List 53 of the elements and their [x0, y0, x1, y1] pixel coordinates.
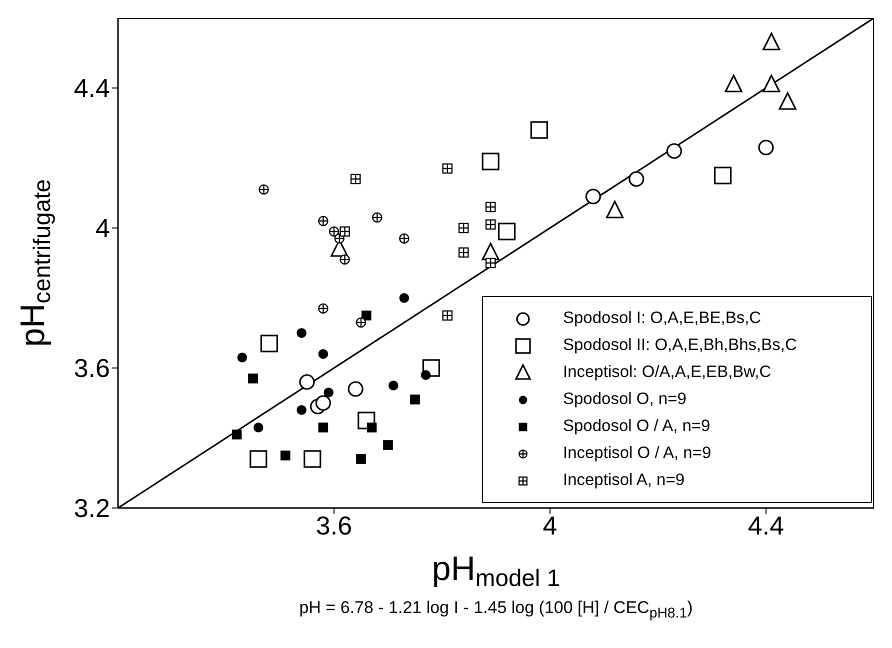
point	[482, 152, 500, 170]
legend-label: Spodosol II: O,A,E,Bh,Bhs,Bs,C	[563, 336, 797, 355]
point	[606, 200, 624, 218]
point	[280, 450, 290, 460]
point	[250, 450, 268, 468]
point	[296, 405, 306, 415]
point	[260, 334, 278, 352]
point	[315, 395, 331, 411]
x-tick-label: 3.6	[316, 510, 352, 540]
point	[388, 380, 398, 390]
point	[383, 440, 393, 450]
point	[628, 171, 644, 187]
point	[299, 374, 315, 390]
text: pH = 6.78 - 1.21 log I - 1.45 log (100 [H] / CEC$_{pH8.1}$)	[298, 598, 694, 622]
point	[530, 121, 548, 139]
legend-label: Inceptisol: O/A,A,E,EB,Bw,C	[563, 363, 772, 382]
point	[714, 166, 732, 184]
point	[410, 394, 420, 404]
point	[399, 293, 410, 303]
point	[724, 74, 742, 92]
point	[237, 352, 248, 362]
point	[498, 222, 516, 240]
point	[304, 450, 322, 468]
legend-label: Inceptisol A, n=9	[563, 471, 685, 490]
legend-label: Spodosol O / A, n=9	[563, 417, 710, 436]
y-tick-label: 4	[96, 213, 110, 244]
point	[296, 328, 306, 338]
point	[248, 374, 258, 384]
legend-label: Spodosol O, n=9	[563, 390, 686, 409]
point	[666, 143, 682, 159]
point	[324, 388, 334, 398]
point	[348, 381, 364, 397]
point	[762, 74, 780, 92]
point	[356, 454, 366, 464]
point	[318, 349, 328, 359]
point	[778, 92, 796, 110]
point	[585, 188, 601, 204]
point	[362, 310, 372, 320]
legend-label: Inceptisol O / A, n=9	[563, 444, 712, 463]
x-tick-label: 4.4	[748, 510, 784, 540]
point	[762, 32, 780, 50]
x-axis-title: pH$_{model 1}$	[432, 550, 560, 592]
point	[366, 422, 377, 432]
y-tick-label: 3.2	[74, 493, 110, 524]
legend-label: Spodosol I: O,A,E,BE,Bs,C	[563, 309, 762, 328]
point	[254, 422, 264, 432]
x-tick-label: 4	[542, 510, 558, 540]
point	[318, 422, 328, 432]
point	[758, 140, 774, 156]
point	[420, 370, 431, 380]
y-tick-label: 3.6	[74, 353, 110, 384]
y-tick-label: 4.4	[74, 73, 110, 104]
point	[232, 430, 242, 440]
